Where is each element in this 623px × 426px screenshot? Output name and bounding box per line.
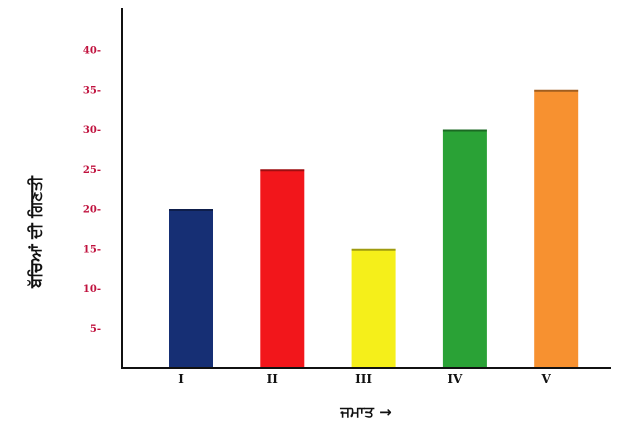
y-tick-label-30: 30- [83,125,101,136]
y-tick-label-20: 20- [83,205,101,216]
x-axis-label: ਜਮਾਤ → [339,403,391,421]
x-tick-labels: I II III IV V [178,372,551,386]
y-tick-label-35: 35- [83,85,101,96]
bar-IV [442,129,487,368]
y-axis-label: ਬੱਚਿਆਂ ਦੀ ਗਿਣਤੀ [26,175,45,289]
bar-V [534,89,579,369]
x-tick-label-III: III [355,372,372,386]
bar-III [351,248,396,369]
x-tick-label-IV: IV [447,372,463,386]
y-tick-label-5: 5- [90,324,101,335]
y-tick-labels: 5- 10- 15- 20- 25- 30- 35- 40- [83,46,101,335]
bar-I [169,209,213,368]
y-tick-label-15: 15- [83,244,101,255]
x-tick-label-I: I [178,372,184,386]
y-tick-label-10: 10- [83,284,101,295]
x-tick-label-II: II [267,372,279,386]
bars-group [169,89,579,369]
bar-II [260,169,305,369]
y-tick-label-40: 40- [83,46,101,57]
y-tick-label-25: 25- [83,165,101,176]
x-tick-label-V: V [541,372,552,386]
